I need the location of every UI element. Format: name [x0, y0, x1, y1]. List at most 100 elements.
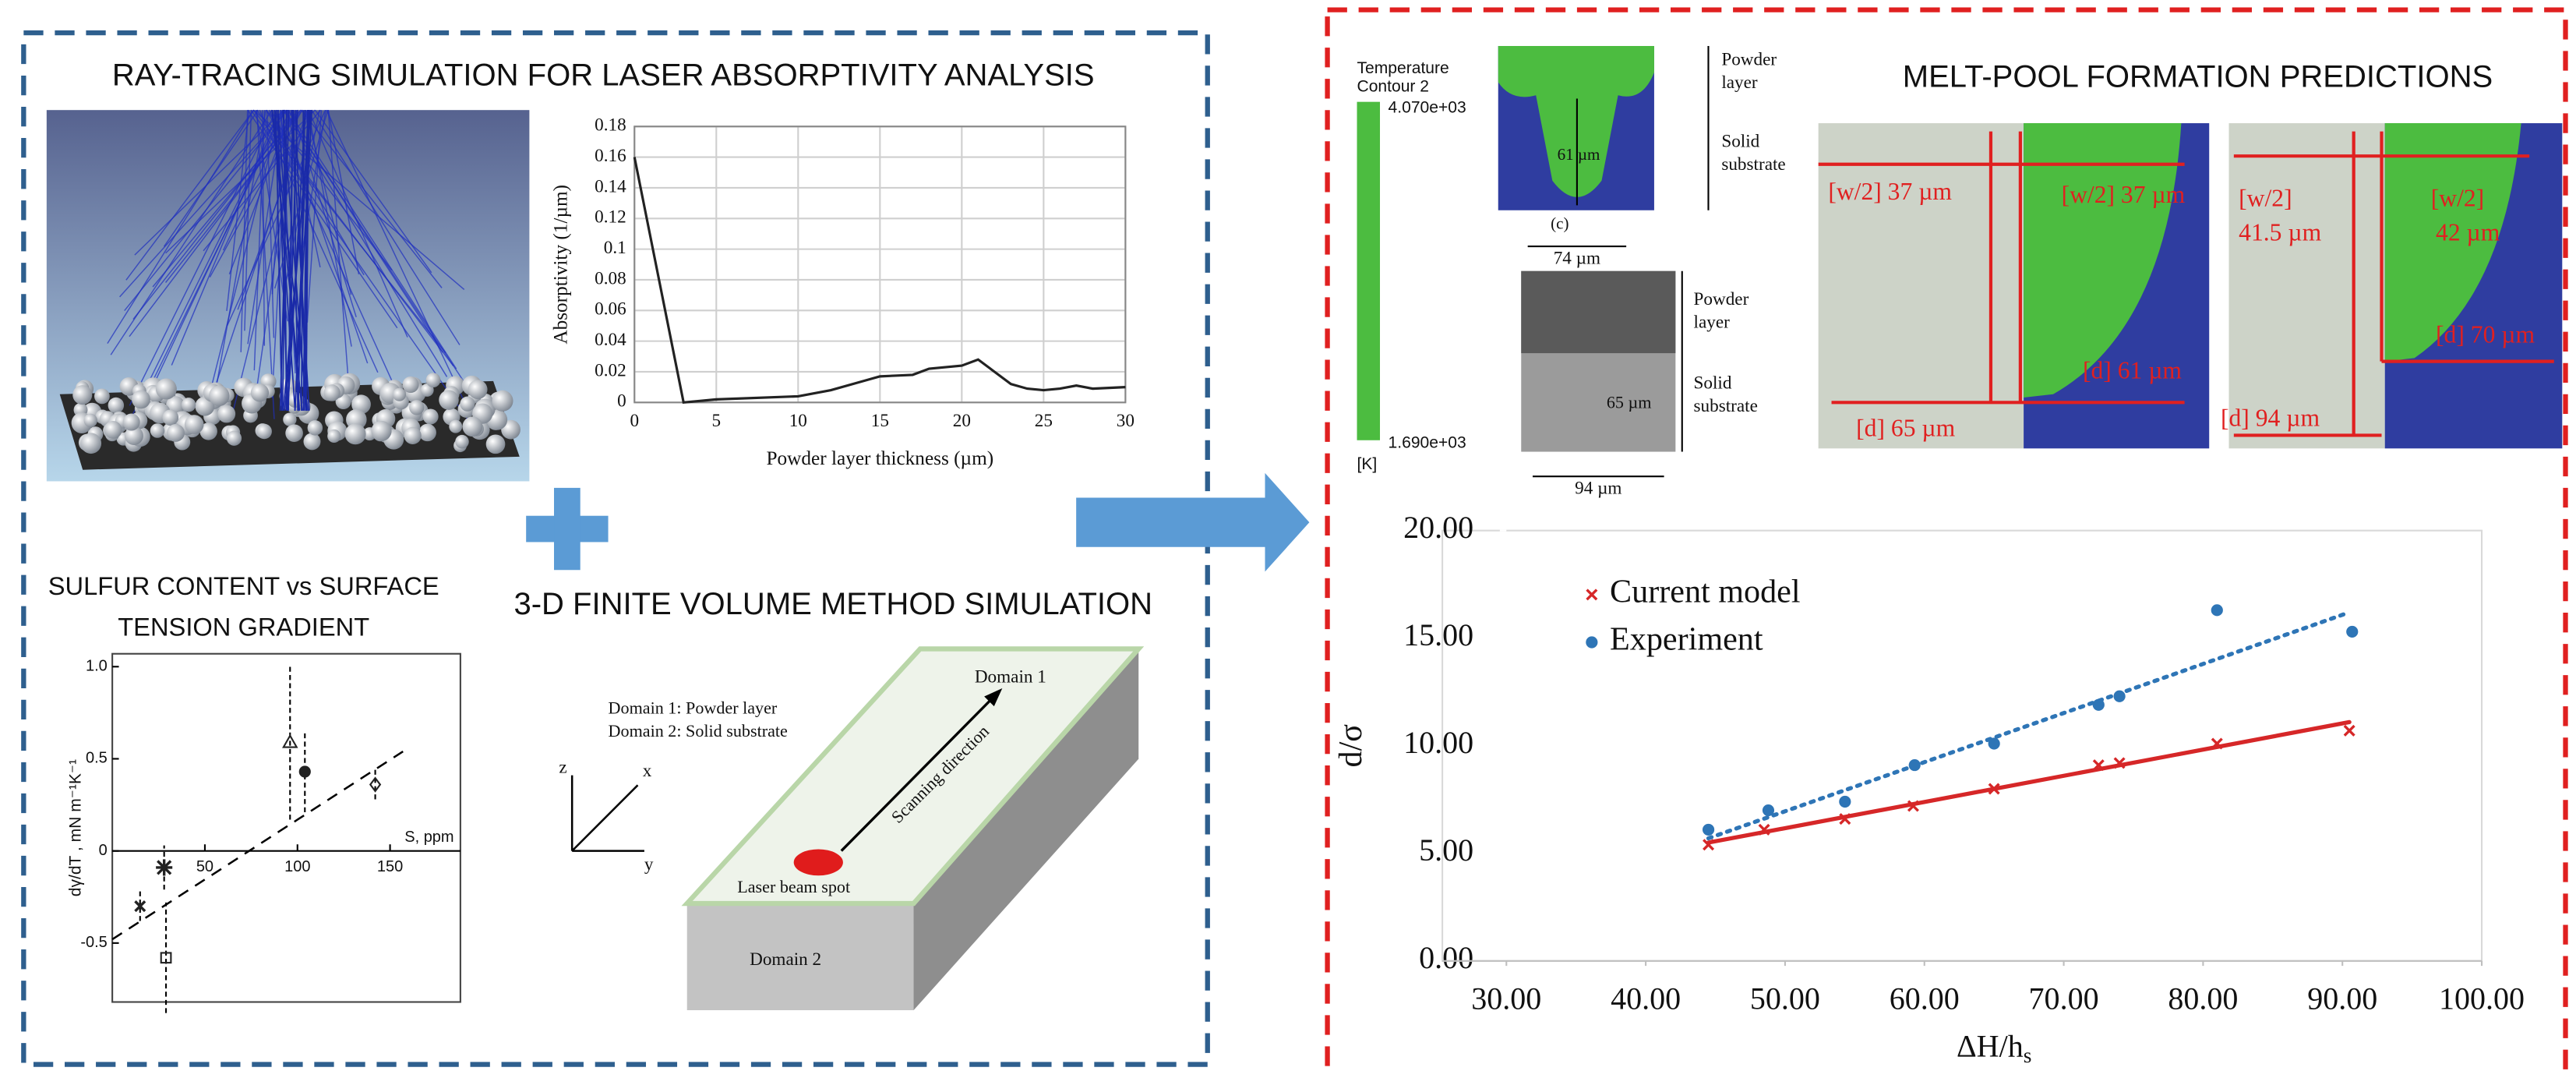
y-tick-label: 1.0 — [86, 658, 108, 675]
x-axis-label: S, ppm — [404, 829, 453, 846]
powder-particle — [104, 421, 122, 439]
annotation: [d] 70 µm — [2436, 320, 2535, 348]
label: Domain 2 — [750, 949, 821, 970]
annotation: [d] 65 µm — [1856, 414, 1955, 441]
x-axis-label: Powder layer thickness (µm) — [766, 447, 993, 469]
powder-particle — [468, 380, 488, 399]
axis-name: y — [644, 854, 654, 875]
legend-label: Experiment — [1610, 621, 1763, 658]
x-tick-label: 25 — [1035, 411, 1053, 431]
powder-particle — [404, 427, 422, 444]
x-tick-label: 80.00 — [2168, 981, 2238, 1016]
annotation: 42 µm — [2436, 219, 2500, 246]
axes-icon — [572, 776, 644, 851]
x-tick-label: 0 — [630, 411, 639, 431]
powder-particle — [285, 424, 303, 442]
section-title: TENSION GRADIENT — [118, 613, 369, 642]
y-tick-label: 15.00 — [1403, 617, 1473, 652]
marker — [2211, 604, 2223, 616]
y-tick-label: -0.5 — [80, 934, 107, 951]
marker — [2345, 726, 2355, 736]
powder-particle — [162, 409, 178, 426]
laser-spot — [794, 850, 843, 876]
marker — [2346, 626, 2358, 638]
marker — [1909, 759, 1921, 771]
powder-particle — [227, 431, 242, 446]
annotation: [w/2] — [2431, 184, 2484, 211]
powder-particle — [418, 424, 436, 442]
x-tick-label: 30.00 — [1471, 981, 1541, 1016]
y-tick-label: 5.00 — [1419, 832, 1473, 868]
colorbar-title: Contour 2 — [1357, 77, 1430, 95]
label: substrate — [1721, 154, 1785, 175]
y-tick-label: 0.02 — [595, 360, 626, 380]
legend-label: Current model — [1610, 574, 1801, 610]
marker — [1839, 796, 1851, 808]
powder-particle — [486, 434, 506, 454]
y-axis-label: dγ/dT , mN m⁻¹K⁻¹ — [66, 759, 84, 896]
legend-marker — [1587, 590, 1597, 600]
panel-title: MELT-POOL FORMATION PREDICTIONS — [1903, 60, 2493, 94]
powder-particle — [426, 373, 441, 387]
y-tick-label: 0.12 — [595, 207, 626, 228]
powder-particle — [132, 391, 150, 409]
dimension: 94 µm — [1575, 478, 1621, 498]
marker — [2114, 691, 2126, 702]
x-tick-label: 50 — [196, 858, 213, 875]
powder-particle — [327, 429, 341, 443]
colorbar-label: 1.690e+03 — [1389, 434, 1466, 452]
marker — [2093, 699, 2105, 711]
colorbar-title: Temperature — [1357, 59, 1449, 77]
powder-particle — [402, 376, 418, 393]
annotation: [d] 94 µm — [2221, 405, 2320, 432]
x-tick-label: 40.00 — [1611, 981, 1681, 1016]
plus — [554, 488, 580, 570]
marker — [1988, 737, 2000, 749]
x-axis-label: ΔH/hs — [1957, 1029, 2031, 1068]
powder-particle — [371, 421, 391, 441]
powder-particle — [123, 414, 140, 431]
y-tick-label: 0.06 — [595, 299, 626, 320]
label: Solid — [1721, 132, 1759, 152]
y-tick-label: 0.1 — [604, 238, 626, 258]
x-tick-label: 10 — [789, 411, 807, 431]
y-tick-label: 0.08 — [595, 268, 626, 288]
powder-particle — [393, 388, 406, 401]
section-title: 3-D FINITE VOLUME METHOD SIMULATION — [513, 587, 1152, 621]
panel-title: RAY-TRACING SIMULATION FOR LASER ABSORPT… — [112, 58, 1095, 93]
powder-particle — [492, 391, 513, 412]
label: Domain 1 — [975, 667, 1046, 687]
colorbar-unit: [K] — [1357, 455, 1378, 473]
powder-particle — [345, 423, 366, 444]
powder-particle — [449, 420, 462, 433]
x-tick-label: 50.00 — [1750, 981, 1820, 1016]
x-tick-label: 100.00 — [2439, 981, 2525, 1016]
dimension: 65 µm — [1607, 392, 1652, 412]
powder-particle — [460, 397, 475, 412]
legend-marker — [1586, 636, 1597, 648]
x-tick-label: 5 — [711, 411, 721, 431]
x-tick-label: 15 — [871, 411, 889, 431]
x-axis-label-sub: s — [2024, 1044, 2032, 1067]
y-tick-label: 0 — [617, 391, 626, 412]
note: Domain 2: Solid substrate — [609, 721, 788, 741]
colorbar-label: 4.070e+03 — [1389, 99, 1466, 117]
annotation: [w/2] — [2239, 184, 2292, 211]
powder-particle — [256, 424, 272, 440]
trend-line — [1709, 722, 2350, 843]
annotation: [d] 61 µm — [2083, 357, 2182, 384]
colorbar — [1357, 102, 1381, 440]
label: (c) — [1551, 214, 1569, 233]
plot-frame — [1442, 531, 2482, 961]
y-tick-label: 0.5 — [86, 750, 108, 767]
label: layer — [1694, 312, 1731, 332]
marker — [1763, 804, 1774, 816]
axis-name: x — [643, 761, 652, 781]
x-tick-label: 150 — [377, 858, 403, 875]
exp-image — [2229, 123, 2385, 448]
y-tick-label: 20.00 — [1403, 510, 1473, 545]
label: Powder — [1721, 49, 1777, 69]
powder-particle — [150, 423, 165, 438]
dimension: 61 µm — [1558, 145, 1600, 164]
dimension: 74 µm — [1554, 248, 1600, 268]
